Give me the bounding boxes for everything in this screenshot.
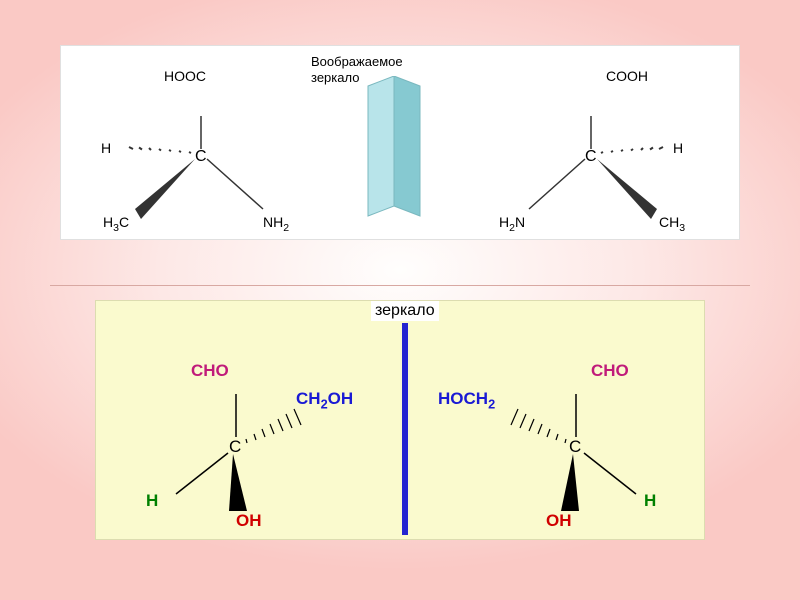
mirror-label-top-2: зеркало bbox=[311, 70, 359, 85]
r-cooh: COOH bbox=[606, 68, 648, 84]
l2-oh: OH bbox=[236, 511, 262, 531]
left-molecule-top: C bbox=[81, 61, 301, 236]
r2-oh: OH bbox=[546, 511, 572, 531]
r2-cho: CHO bbox=[591, 361, 629, 381]
r2-ch2oh: HOCH2 bbox=[438, 389, 495, 411]
r-h2n: H2N bbox=[499, 214, 525, 234]
r-ch3: CH3 bbox=[659, 214, 685, 234]
svg-text:C: C bbox=[585, 148, 597, 165]
l2-h: H bbox=[146, 491, 158, 511]
l2-ch2oh: CH2OH bbox=[296, 389, 353, 411]
r2-h: H bbox=[644, 491, 656, 511]
divider bbox=[50, 285, 750, 286]
mirror-label-top: Воображаемое bbox=[311, 54, 403, 69]
l2-cho: CHO bbox=[191, 361, 229, 381]
mirror-label-bottom: зеркало bbox=[371, 301, 439, 321]
l-h3c: H3C bbox=[103, 214, 129, 234]
center-carbon: C bbox=[195, 148, 207, 165]
bottom-molecule-panel: зеркало C CHO CH2OH H OH bbox=[95, 300, 705, 540]
l-hooc: HOOC bbox=[164, 68, 206, 84]
r-h: H bbox=[673, 140, 683, 156]
mirror-line-icon bbox=[402, 323, 408, 535]
svg-text:C: C bbox=[569, 437, 581, 456]
l-h: H bbox=[101, 140, 111, 156]
mirror-plane-icon bbox=[366, 76, 426, 226]
top-molecule-panel: Воображаемое зеркало C HOOC H H3C NH2 bbox=[60, 45, 740, 240]
l-nh2: NH2 bbox=[263, 214, 289, 234]
svg-text:C: C bbox=[229, 437, 241, 456]
